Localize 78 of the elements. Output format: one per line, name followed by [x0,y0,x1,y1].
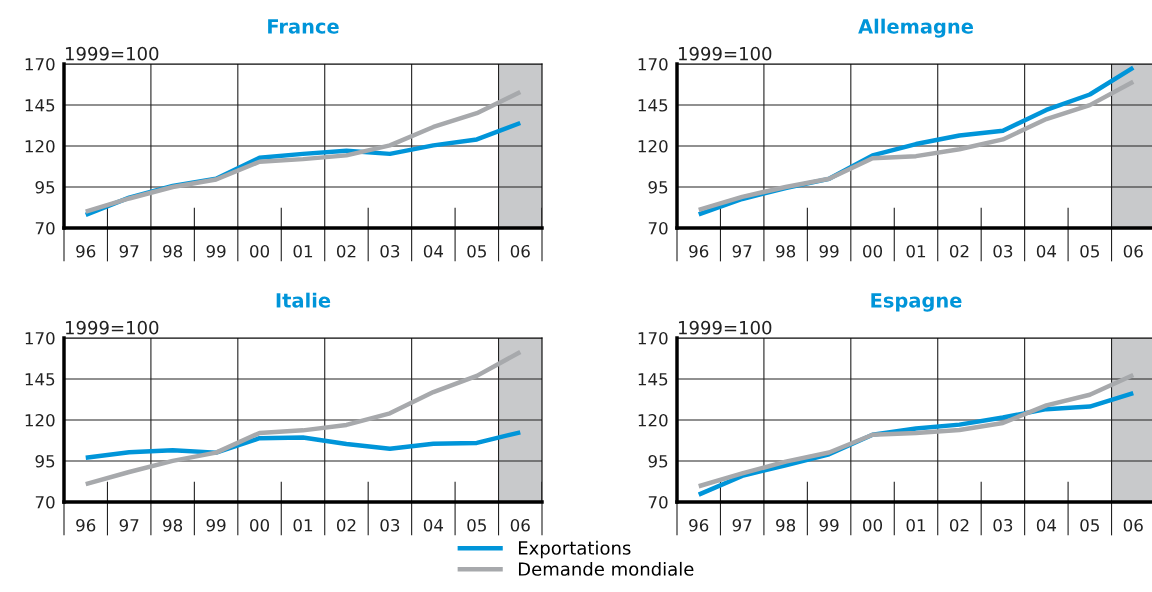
y-tick-label: 170 [638,331,668,345]
y-tick-label: 170 [25,57,55,71]
x-tick-label: 02 [336,244,356,258]
x-tick-label: 98 [776,244,796,258]
y-tick-label: 120 [638,139,668,153]
y-tick-label: 95 [648,454,668,468]
x-tick-label: 96 [76,244,96,258]
x-tick-label: 02 [949,244,969,258]
x-tick-label: 99 [206,244,226,258]
y-tick-label: 70 [35,221,55,235]
x-tick-label: 05 [1080,244,1099,258]
x-tick-label: 04 [1036,518,1057,532]
y-tick-label: 70 [35,495,55,509]
x-tick-label: 03 [993,244,1013,258]
x-tick-label: 06 [1123,244,1143,258]
x-tick-label: 03 [380,518,400,532]
x-tick-label: 01 [293,518,313,532]
x-tick-label: 05 [467,244,486,258]
x-tick-label: 96 [689,518,709,532]
x-tick-label: 01 [906,518,926,532]
x-tick-label: 03 [993,518,1013,532]
x-tick-label: 04 [423,244,444,258]
x-tick-label: 00 [250,518,270,532]
y-tick-label: 95 [35,454,55,468]
y-tick-label: 120 [25,413,55,427]
x-tick-label: 97 [119,244,139,258]
x-tick-label: 04 [1036,244,1057,258]
line-series [83,89,523,214]
x-tick-label: 98 [163,244,183,258]
y-axis-title: 1999=100 [65,320,159,335]
x-tick-label: 02 [336,518,356,532]
x-tick-label: 00 [863,244,883,258]
chart-title: Allemagne [858,18,974,38]
y-tick-label: 120 [638,413,668,427]
y-tick-label: 70 [648,495,668,509]
x-tick-label: 98 [163,518,183,532]
x-tick-label: 97 [119,518,139,532]
y-tick-label: 95 [35,180,55,194]
line-series [83,430,523,460]
x-tick-label: 96 [689,244,709,258]
x-tick-label: 00 [863,518,883,532]
x-tick-label: 04 [423,518,444,532]
x-tick-label: 99 [819,244,839,258]
x-tick-label: 06 [510,244,530,258]
y-tick-label: 95 [648,180,668,194]
x-tick-label: 00 [250,244,270,258]
legend-label: Demande mondiale [518,561,694,576]
y-tick-label: 145 [25,99,55,112]
chart-title: Espagne [871,293,962,312]
y-axis-title: 1999=100 [65,46,159,61]
y-tick-label: 145 [638,373,668,386]
y-tick-label: 145 [638,99,668,112]
y-tick-label: 145 [25,373,55,386]
x-tick-label: 01 [293,244,313,258]
x-tick-label: 98 [776,518,796,532]
x-tick-label: 96 [76,518,96,532]
x-tick-label: 06 [1123,518,1143,532]
x-tick-label: 01 [906,244,926,258]
x-tick-label: 99 [206,518,226,532]
x-tick-label: 06 [510,518,530,532]
y-tick-label: 120 [25,139,55,153]
x-tick-label: 99 [819,518,839,532]
legend-label: Exportations [518,540,631,559]
x-tick-label: 05 [467,518,486,532]
x-tick-label: 05 [1080,518,1099,532]
chart-title: Italie [276,292,331,308]
y-axis-title: 1999=100 [678,320,772,335]
x-tick-label: 02 [949,518,969,532]
y-tick-label: 70 [648,221,668,235]
line-series [83,349,523,487]
chart-title: France [268,19,339,34]
x-tick-label: 97 [732,244,752,258]
x-tick-label: 03 [380,244,400,258]
x-tick-label: 97 [732,518,752,532]
line-series [696,372,1136,489]
y-tick-label: 170 [638,57,668,71]
y-tick-label: 170 [25,331,55,345]
y-axis-title: 1999=100 [678,46,772,61]
